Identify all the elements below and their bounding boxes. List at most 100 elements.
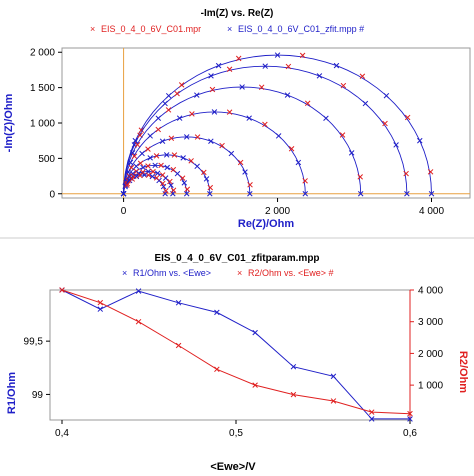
fitparam-y-right-tick-label: 2 000 <box>418 349 443 360</box>
nyquist-measured-point <box>168 135 175 142</box>
nyquist-fit-point <box>164 164 170 171</box>
nyquist-fit-point <box>168 182 174 189</box>
nyquist-measured-point <box>237 159 244 166</box>
fitparam-r1-line <box>61 289 410 420</box>
nyquist-fit-point <box>239 84 245 90</box>
nyquist-measured-point <box>138 127 145 133</box>
nyquist-fit-point <box>275 133 282 139</box>
fitparam-r1-point <box>97 306 104 312</box>
fitparam-ylabel-left: R1/Ohm <box>6 372 18 414</box>
fitparam-y-right-tick-label: 3 000 <box>418 317 443 328</box>
fitparam-chart: EIS_0_4_0_6V_C01_zfitparam.mpp × R1/Ohm … <box>6 253 469 473</box>
fitparam-y-right-tick-label: 1 000 <box>418 381 443 392</box>
nyquist-fit-point <box>295 159 302 166</box>
nyquist-fit-point <box>133 163 139 170</box>
nyquist-y-tick-label: 0 <box>49 189 55 200</box>
nyquist-fit-point <box>357 191 364 197</box>
fitparam-r2-point <box>330 398 337 404</box>
nyquist-measured-point <box>160 180 166 187</box>
nyquist-measured-point <box>404 114 411 121</box>
nyquist-measured-point <box>340 82 347 89</box>
fitparam-x-tick-label: 0,6 <box>403 428 417 439</box>
fitparam-r1-point <box>330 373 337 380</box>
nyquist-measured-point <box>145 163 151 169</box>
nyquist-measured-point <box>188 158 194 164</box>
nyquist-fit-point <box>174 170 181 177</box>
nyquist-fit-point <box>242 169 248 175</box>
nyquist-fit-point <box>160 183 167 190</box>
nyquist-fit-point <box>208 138 214 144</box>
nyquist-fit-point <box>348 150 355 156</box>
nyquist-measured-point <box>226 66 233 73</box>
fitparam-data <box>59 287 413 422</box>
nyquist-measured-point <box>247 182 253 188</box>
nyquist-measured-point <box>207 184 214 191</box>
nyquist-measured-point <box>201 169 207 176</box>
nyquist-ticks: 0 2 000 4 000 0 500 1 000 1 500 2 000 <box>30 48 444 217</box>
nyquist-fit-point <box>183 134 190 140</box>
nyquist-fit-point <box>316 73 323 79</box>
nyquist-fit-point <box>284 92 291 98</box>
nyquist-y-tick-label: 500 <box>38 154 55 165</box>
fitparam-r1-point <box>252 329 258 336</box>
nyquist-data <box>120 52 435 197</box>
nyquist-fit-point <box>152 162 158 169</box>
nyquist-measured-point <box>189 111 195 117</box>
nyquist-fit-point <box>333 62 340 69</box>
nyquist-measured-point <box>131 153 138 159</box>
nyquist-fit-point <box>208 73 214 79</box>
nyquist-measured-point <box>359 73 366 80</box>
fitparam-x-tick-label: 0,4 <box>55 428 69 439</box>
nyquist-measured-point <box>137 172 143 179</box>
legend-marker-r2: × <box>237 268 242 278</box>
nyquist-measured-point <box>339 132 346 138</box>
nyquist-measured-point <box>194 134 201 140</box>
fitparam-r2-point <box>290 391 297 398</box>
nyquist-fit-point <box>207 191 213 197</box>
nyquist-fit-point <box>163 152 170 158</box>
fitparam-r2-point <box>368 409 375 415</box>
nyquist-fit-point <box>129 150 136 156</box>
nyquist-fit-point <box>120 191 127 197</box>
fitparam-r2-point <box>135 318 142 325</box>
fitparam-r1-point <box>135 288 142 294</box>
fitparam-xlabel: <Ewe>/V <box>210 461 256 473</box>
nyquist-title: -Im(Z) vs. Re(Z) <box>201 8 274 19</box>
nyquist-measured-point <box>167 178 173 185</box>
nyquist-measured-point <box>170 187 177 194</box>
legend-marker-zfit: × <box>227 24 232 34</box>
nyquist-ylabel: -Im(Z)/Ohm <box>3 93 15 152</box>
fitparam-r1-point <box>290 363 297 370</box>
legend-entry-r1: R1/Ohm vs. <Ewe> <box>133 268 211 278</box>
nyquist-fit-point <box>323 115 329 122</box>
nyquist-measured-point <box>357 174 363 180</box>
nyquist-measured-point <box>304 100 311 107</box>
nyquist-fit-point <box>181 180 188 186</box>
fitparam-legend: × R1/Ohm vs. <Ewe> × R2/Ohm vs. <Ewe> # <box>122 268 334 278</box>
nyquist-fit-point <box>417 137 423 144</box>
nyquist-fit-point <box>141 172 148 178</box>
nyquist-fit-point <box>228 150 235 157</box>
nyquist-fit-point <box>362 100 369 107</box>
nyquist-fit-point <box>383 92 390 99</box>
fitparam-x-tick-label: 0,5 <box>229 428 243 439</box>
nyquist-fit-arc <box>123 174 166 194</box>
nyquist-measured-point <box>382 120 388 127</box>
nyquist-fit-point <box>126 177 133 184</box>
nyquist-fit-point <box>176 115 183 121</box>
nyquist-y-tick-label: 2 000 <box>30 48 55 59</box>
fitparam-r1-point <box>175 300 182 306</box>
fitparam-r2-point <box>59 287 65 293</box>
nyquist-fit-point <box>180 155 186 161</box>
nyquist-fit-point <box>274 52 281 58</box>
nyquist-measured-point <box>219 142 225 149</box>
nyquist-measured-point <box>427 169 434 175</box>
fitparam-title: EIS_0_4_0_6V_C01_zfitparam.mpp <box>154 253 319 264</box>
nyquist-measured-point <box>262 121 268 128</box>
nyquist-fit-point <box>140 164 146 171</box>
nyquist-fit-point <box>393 142 399 148</box>
nyquist-fit-point <box>147 155 153 161</box>
nyquist-measured-point <box>163 188 169 194</box>
nyquist-fit-point <box>194 92 200 98</box>
nyquist-measured-point <box>150 168 156 175</box>
